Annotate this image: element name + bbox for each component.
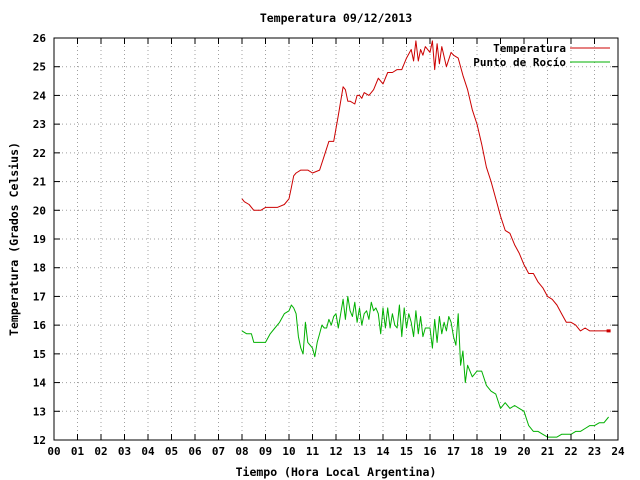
x-tick-label: 24 [611, 445, 625, 458]
y-tick-label: 23 [33, 118, 46, 131]
x-tick-label: 06 [188, 445, 202, 458]
x-tick-label: 21 [541, 445, 555, 458]
y-tick-label: 13 [33, 405, 46, 418]
x-tick-label: 08 [235, 445, 248, 458]
y-tick-label: 25 [33, 61, 46, 74]
y-tick-label: 17 [33, 290, 46, 303]
x-tick-label: 01 [71, 445, 85, 458]
legend-label-temperatura: Temperatura [493, 42, 566, 55]
x-tick-label: 04 [141, 445, 155, 458]
grid [54, 38, 618, 440]
y-tick-label: 20 [33, 204, 46, 217]
x-tick-label: 10 [282, 445, 295, 458]
x-tick-label: 15 [400, 445, 413, 458]
x-tick-label: 03 [118, 445, 131, 458]
y-tick-label: 22 [33, 147, 46, 160]
y-tick-label: 18 [33, 262, 46, 275]
series-line-punto-de-rocio [241, 295, 609, 438]
series-line-temperatura [241, 40, 609, 332]
x-tick-label: 13 [353, 445, 366, 458]
x-axis-label: Tiempo (Hora Local Argentina) [236, 465, 437, 479]
x-tick-label: 20 [517, 445, 530, 458]
x-tick-label: 02 [94, 445, 107, 458]
y-tick-label: 12 [33, 434, 46, 447]
x-tick-label: 14 [376, 445, 390, 458]
series-layer [241, 40, 611, 438]
legend: Temperatura Punto de Rocío [473, 42, 610, 69]
y-tick-label: 21 [33, 176, 47, 189]
x-tick-label: 07 [212, 445, 225, 458]
series-end-marker [606, 329, 611, 333]
y-tick-label: 24 [33, 89, 47, 102]
x-tick-label: 00 [47, 445, 60, 458]
x-tick-label: 23 [588, 445, 601, 458]
y-tick-label: 15 [33, 348, 46, 361]
y-tick-label: 14 [33, 377, 47, 390]
x-tick-label: 12 [329, 445, 342, 458]
legend-label-punto-de-rocio: Punto de Rocío [473, 56, 566, 69]
y-tick-label: 19 [33, 233, 46, 246]
x-tick-label: 11 [306, 445, 320, 458]
chart-title: Temperatura 09/12/2013 [260, 11, 412, 25]
x-tick-label: 05 [165, 445, 178, 458]
x-tick-label: 22 [564, 445, 577, 458]
y-tick-label: 16 [33, 319, 47, 332]
x-tick-label: 09 [259, 445, 272, 458]
axis-ticks: 00 01 02 03 04 05 06 07 08 09 10 11 12 13 14 15 16 17 18 19… [33, 32, 625, 458]
y-tick-label: 26 [33, 32, 47, 45]
y-axis-label: Temperatura (Grados Celsius) [7, 142, 21, 336]
x-tick-label: 16 [423, 445, 437, 458]
x-tick-label: 17 [447, 445, 460, 458]
x-tick-label: 19 [494, 445, 507, 458]
x-tick-label: 18 [470, 445, 483, 458]
